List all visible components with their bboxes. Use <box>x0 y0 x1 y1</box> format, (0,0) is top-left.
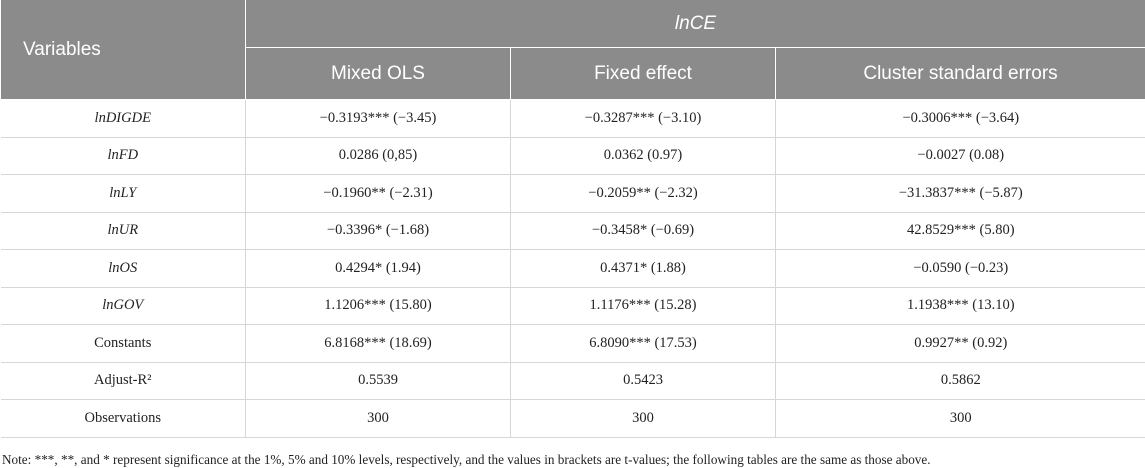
value-cell: −0.3458* (−0.69) <box>511 212 776 250</box>
value-cell: −0.2059** (−2.32) <box>511 175 776 213</box>
value-cell: 0.4294* (1.94) <box>246 250 511 288</box>
value-cell: 300 <box>511 400 776 438</box>
variable-cell: lnDIGDE <box>1 100 246 138</box>
variable-cell: lnOS <box>1 250 246 288</box>
value-cell: 0.0286 (0,85) <box>246 137 511 175</box>
variable-cell: Observations <box>1 400 246 438</box>
value-cell: 42.8529*** (5.80) <box>776 212 1145 250</box>
table-row: lnUR−0.3396* (−1.68)−0.3458* (−0.69)42.8… <box>1 212 1145 250</box>
value-cell: 6.8168*** (18.69) <box>246 325 511 363</box>
value-cell: −0.3193*** (−3.45) <box>246 100 511 138</box>
value-cell: 300 <box>776 400 1145 438</box>
value-cell: 1.1938*** (13.10) <box>776 287 1145 325</box>
value-cell: 1.1176*** (15.28) <box>511 287 776 325</box>
value-cell: 1.1206*** (15.80) <box>246 287 511 325</box>
table-row: lnLY−0.1960** (−2.31)−0.2059** (−2.32)−3… <box>1 175 1145 213</box>
value-cell: −31.3837*** (−5.87) <box>776 175 1145 213</box>
value-cell: 0.5862 <box>776 362 1145 400</box>
header-group: lnCE <box>246 0 1145 48</box>
value-cell: −0.0590 (−0.23) <box>776 250 1145 288</box>
note: Note: ***, **, and * represent significa… <box>0 452 1145 468</box>
variable-cell: Constants <box>1 325 246 363</box>
variable-cell: lnFD <box>1 137 246 175</box>
variable-cell: lnGOV <box>1 287 246 325</box>
variable-cell: Adjust-R² <box>1 362 246 400</box>
value-cell: −0.0027 (0.08) <box>776 137 1145 175</box>
header-cell: Mixed OLS <box>246 48 511 100</box>
value-cell: −0.3287*** (−3.10) <box>511 100 776 138</box>
header-cell: Fixed effect <box>511 48 776 100</box>
table-body: lnDIGDE−0.3193*** (−3.45)−0.3287*** (−3.… <box>1 100 1145 438</box>
value-cell: 0.5539 <box>246 362 511 400</box>
results-table: Variables lnCE Mixed OLS Fixed effect Cl… <box>0 0 1145 438</box>
value-cell: −0.3396* (−1.68) <box>246 212 511 250</box>
value-cell: −0.3006*** (−3.64) <box>776 100 1145 138</box>
value-cell: 0.9927** (0.92) <box>776 325 1145 363</box>
value-cell: 0.5423 <box>511 362 776 400</box>
value-cell: 0.4371* (1.88) <box>511 250 776 288</box>
header-row: Variables lnCE <box>1 0 1145 48</box>
value-cell: 0.0362 (0.97) <box>511 137 776 175</box>
variable-cell: lnLY <box>1 175 246 213</box>
header-cell: Cluster standard errors <box>776 48 1145 100</box>
table-header: Variables lnCE Mixed OLS Fixed effect Cl… <box>1 0 1145 100</box>
value-cell: 6.8090*** (17.53) <box>511 325 776 363</box>
variable-cell: lnUR <box>1 212 246 250</box>
header-cell: Variables <box>1 0 246 100</box>
value-cell: −0.1960** (−2.31) <box>246 175 511 213</box>
table-row: lnDIGDE−0.3193*** (−3.45)−0.3287*** (−3.… <box>1 100 1145 138</box>
value-cell: 300 <box>246 400 511 438</box>
